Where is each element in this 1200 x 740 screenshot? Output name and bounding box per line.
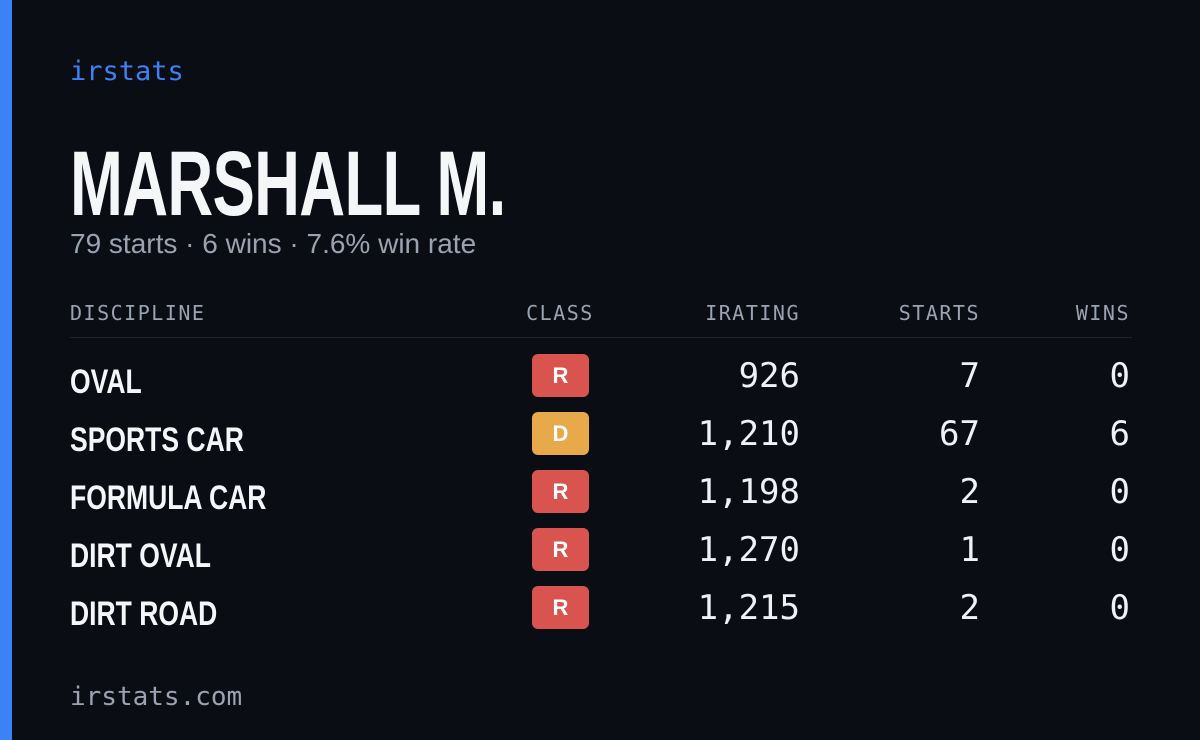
class-badge: R bbox=[532, 586, 589, 629]
wins: 0 bbox=[1109, 472, 1130, 512]
discipline: DIRT OVAL bbox=[70, 537, 211, 575]
wins: 0 bbox=[1109, 530, 1130, 570]
accent-bar bbox=[0, 0, 12, 740]
wins: 6 bbox=[1109, 414, 1130, 454]
class-badge: R bbox=[532, 528, 589, 571]
class-badge: D bbox=[532, 412, 589, 455]
starts: 1 bbox=[959, 530, 980, 570]
brand: irstats bbox=[70, 56, 184, 87]
starts: 2 bbox=[959, 588, 980, 628]
discipline: OVAL bbox=[70, 363, 142, 401]
irating: 1,215 bbox=[697, 588, 800, 628]
discipline: SPORTS CAR bbox=[70, 421, 244, 459]
irating: 1,210 bbox=[697, 414, 800, 454]
column-header: STARTS bbox=[898, 301, 980, 325]
driver-name: MARSHALL M. bbox=[70, 133, 506, 235]
irating: 926 bbox=[738, 356, 800, 396]
wins: 0 bbox=[1109, 588, 1130, 628]
starts: 2 bbox=[959, 472, 980, 512]
starts: 7 bbox=[959, 356, 980, 396]
driver-summary: 79 starts · 6 wins · 7.6% win rate bbox=[70, 228, 477, 259]
header-rule bbox=[70, 337, 1132, 338]
column-header: WINS bbox=[1075, 301, 1130, 325]
class-badge: R bbox=[532, 354, 589, 397]
wins: 0 bbox=[1109, 356, 1130, 396]
discipline: DIRT ROAD bbox=[70, 595, 218, 633]
irating: 1,198 bbox=[697, 472, 800, 512]
irating: 1,270 bbox=[697, 530, 800, 570]
discipline: FORMULA CAR bbox=[70, 479, 267, 517]
column-header: IRATING bbox=[705, 301, 800, 325]
column-header: DISCIPLINE bbox=[70, 301, 206, 325]
footer: irstats.com bbox=[70, 682, 243, 712]
column-header: CLASS bbox=[526, 301, 594, 325]
starts: 67 bbox=[939, 414, 980, 454]
class-badge: R bbox=[532, 470, 589, 513]
